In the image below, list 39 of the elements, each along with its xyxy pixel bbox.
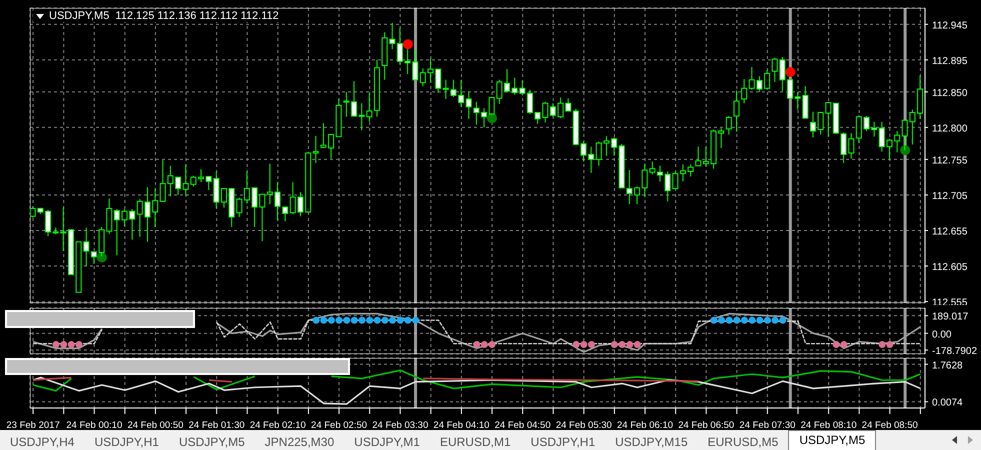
x-tick-label: 24 Feb 01:30 xyxy=(188,420,245,431)
x-tick-label: 24 Feb 00:10 xyxy=(66,420,122,431)
text: USDJPY,M1 xyxy=(354,435,420,449)
y-tick-label: 112.945 xyxy=(932,20,968,32)
text: USDJPY,H1 xyxy=(530,435,596,449)
y-tick-label: 112.605 xyxy=(932,262,968,274)
text: USDJPY,M5 xyxy=(178,435,245,449)
x-tick-label: 23 Feb 2017 xyxy=(6,420,60,431)
text: EURUSD,M5 xyxy=(708,435,778,449)
x-tick-label: 24 Feb 05:30 xyxy=(556,420,612,431)
y-tick-label: 0.0074 xyxy=(932,398,964,409)
chart-title: USDJPY,M5 112.125 112.136 112.112 112.112 xyxy=(49,10,279,22)
text: USDJPY,H1 xyxy=(94,435,159,449)
y-tick-label: 189.017 xyxy=(932,312,969,323)
text: USDJPY,M15 xyxy=(615,435,688,449)
x-tick-label: 24 Feb 06:50 xyxy=(678,420,734,431)
y-tick-label: 112.755 xyxy=(932,155,968,166)
y-tick-label: 112.800 xyxy=(932,123,968,134)
y-tick-label: 0.00 xyxy=(932,329,952,340)
y-tick-label: 112.850 xyxy=(932,88,968,99)
x-tick-label: 24 Feb 03:30 xyxy=(372,420,428,431)
x-tick-label: 24 Feb 08:10 xyxy=(800,420,857,431)
x-tick-label: 24 Feb 00:50 xyxy=(127,420,184,431)
y-tick-label: 112.655 xyxy=(932,226,968,238)
x-tick-label: 24 Feb 02:50 xyxy=(311,420,368,431)
text: JPN225,M30 xyxy=(264,435,334,449)
text: USDJPY,M5 xyxy=(799,433,866,447)
x-tick-label: 24 Feb 04:10 xyxy=(433,420,490,431)
x-tick-label: 24 Feb 07:30 xyxy=(739,420,796,431)
x-tick-label: 24 Feb 04:50 xyxy=(494,420,551,431)
y-tick-label: 1.7628 xyxy=(932,360,964,372)
text: USDJPY,H4 xyxy=(10,435,74,449)
x-tick-label: 24 Feb 06:10 xyxy=(617,420,674,431)
x-tick-label: 24 Feb 02:10 xyxy=(250,420,306,431)
y-tick-label: 112.705 xyxy=(932,190,968,202)
x-tick-label: 24 Feb 08:50 xyxy=(862,420,918,431)
y-tick-label: -178.7902 xyxy=(932,346,978,358)
y-tick-label: 112.895 xyxy=(932,56,968,67)
text: EURUSD,M1 xyxy=(440,435,511,449)
